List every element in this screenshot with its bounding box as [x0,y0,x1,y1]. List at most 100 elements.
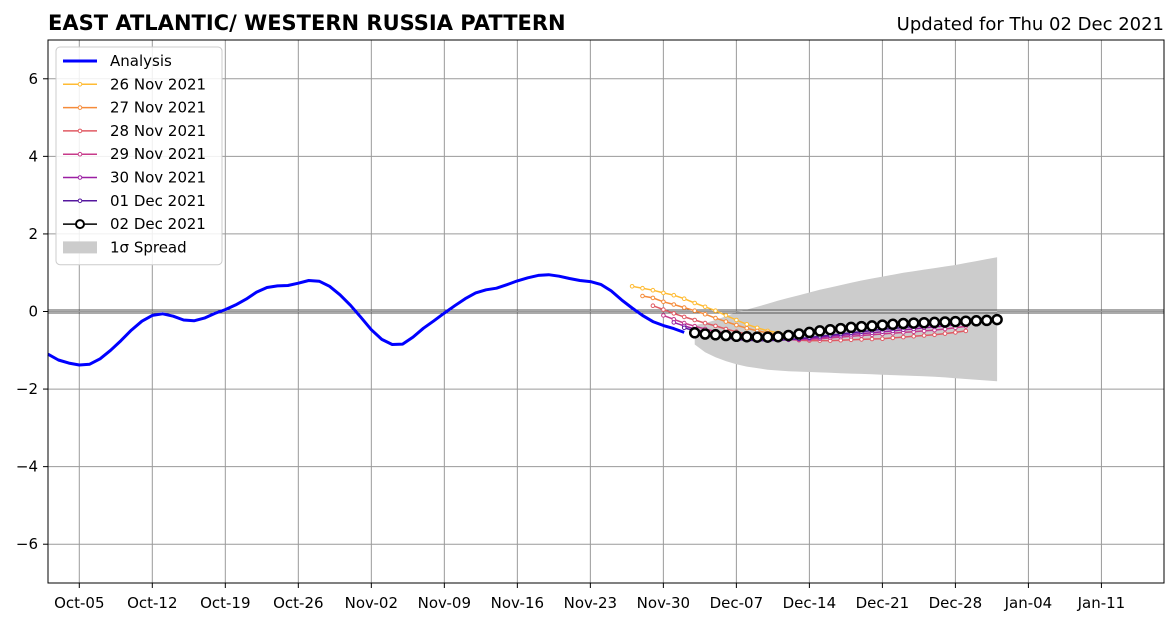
legend-entry: 02 Dec 2021 [63,215,206,233]
data-point [681,314,687,320]
x-tick-label: Oct-12 [127,594,177,612]
data-point [692,308,698,314]
data-point [911,334,917,339]
legend-entry: 1σ Spread [63,238,187,256]
data-point [980,314,993,327]
y-tick-label: −6 [16,535,38,553]
data-point [709,329,722,341]
y-tick-label: 2 [28,225,38,243]
x-tick-label: Dec-07 [710,594,764,612]
data-point [692,317,698,323]
x-tick-label: Oct-19 [200,594,250,612]
x-tick-label: Nov-09 [418,594,471,612]
data-point [629,284,635,289]
data-point [692,300,698,306]
series-02-dec-2021 [688,313,1003,343]
data-point [713,315,718,321]
data-point [970,315,983,327]
x-tick-label: Dec-14 [783,594,837,612]
x-tick-label: Dec-21 [856,594,910,612]
data-point [730,330,743,343]
x-tick-label: Jan-11 [1077,594,1126,612]
legend-marker [77,105,83,110]
data-point [876,319,889,331]
legend-entry: 30 Nov 2021 [63,169,206,187]
data-point [918,316,930,329]
legend-entry: Analysis [63,52,172,70]
data-point [803,326,816,339]
data-point [991,313,1003,326]
x-tick-label: Dec-28 [929,594,983,612]
data-point [869,336,875,342]
data-point [723,319,729,324]
legend-marker [77,198,83,204]
legend-label: Analysis [110,52,172,70]
legend-marker [77,82,83,87]
legend-entry: 29 Nov 2021 [63,145,206,163]
data-point [921,333,927,338]
spread-band-group [694,257,998,382]
legend-label: 27 Nov 2021 [110,99,206,117]
data-point [949,315,962,328]
series-line [683,321,966,342]
data-point [702,304,708,310]
data-point [845,321,857,334]
data-point [681,305,687,310]
legend-label: 28 Nov 2021 [110,122,206,140]
x-tick-label: Jan-04 [1004,594,1053,612]
x-tick-label: Nov-23 [564,594,617,612]
data-point [688,327,701,339]
legend-swatch [63,241,97,254]
data-point [741,330,753,343]
data-point [720,329,732,342]
data-point [702,311,708,317]
data-point [650,295,656,301]
series-group [47,273,1003,367]
x-tick-label: Nov-02 [345,594,398,612]
data-point [650,303,656,309]
legend-label: 29 Nov 2021 [110,145,206,163]
data-point [713,323,718,329]
y-tick-label: 6 [28,70,38,88]
data-point [713,308,718,314]
data-point [824,323,836,336]
legend-entry: 28 Nov 2021 [63,122,206,140]
data-point [681,296,687,302]
data-point [890,335,896,341]
data-point [855,320,868,333]
data-point [928,316,941,329]
data-point [751,331,763,343]
y-tick-label: 0 [28,303,38,321]
legend-label: 26 Nov 2021 [110,75,206,93]
data-point [772,330,784,343]
legend-label: 02 Dec 2021 [110,215,206,233]
data-point [640,293,645,299]
data-point [880,336,885,342]
data-point [671,292,677,298]
y-tick-label: −2 [16,380,38,398]
data-point [734,317,739,323]
legend-entry: 26 Nov 2021 [63,75,206,93]
axes: Oct-05 Oct-12 Oct-19 Oct-26 Nov-02 Nov-09 Nov-… [16,70,1125,612]
data-point [907,317,920,329]
data-point [734,322,739,328]
data-point [671,311,677,316]
data-point [901,334,906,340]
x-tick-label: Nov-16 [491,594,544,612]
data-point [960,315,972,327]
legend-marker [77,175,83,180]
data-point [702,320,708,326]
legend-box [55,46,223,266]
series-line [631,285,789,336]
data-point [744,325,750,331]
data-point [814,325,826,337]
data-point [793,328,805,340]
data-point [650,287,656,293]
spread-band [694,257,998,382]
legend: Analysis 26 Nov 2021 27 Nov 2021 28 Nov 202… [55,46,223,266]
data-point [859,337,864,342]
series-analysis [47,273,685,367]
data-point [661,299,666,305]
data-point [897,317,910,330]
legend-entry: 27 Nov 2021 [63,99,206,117]
